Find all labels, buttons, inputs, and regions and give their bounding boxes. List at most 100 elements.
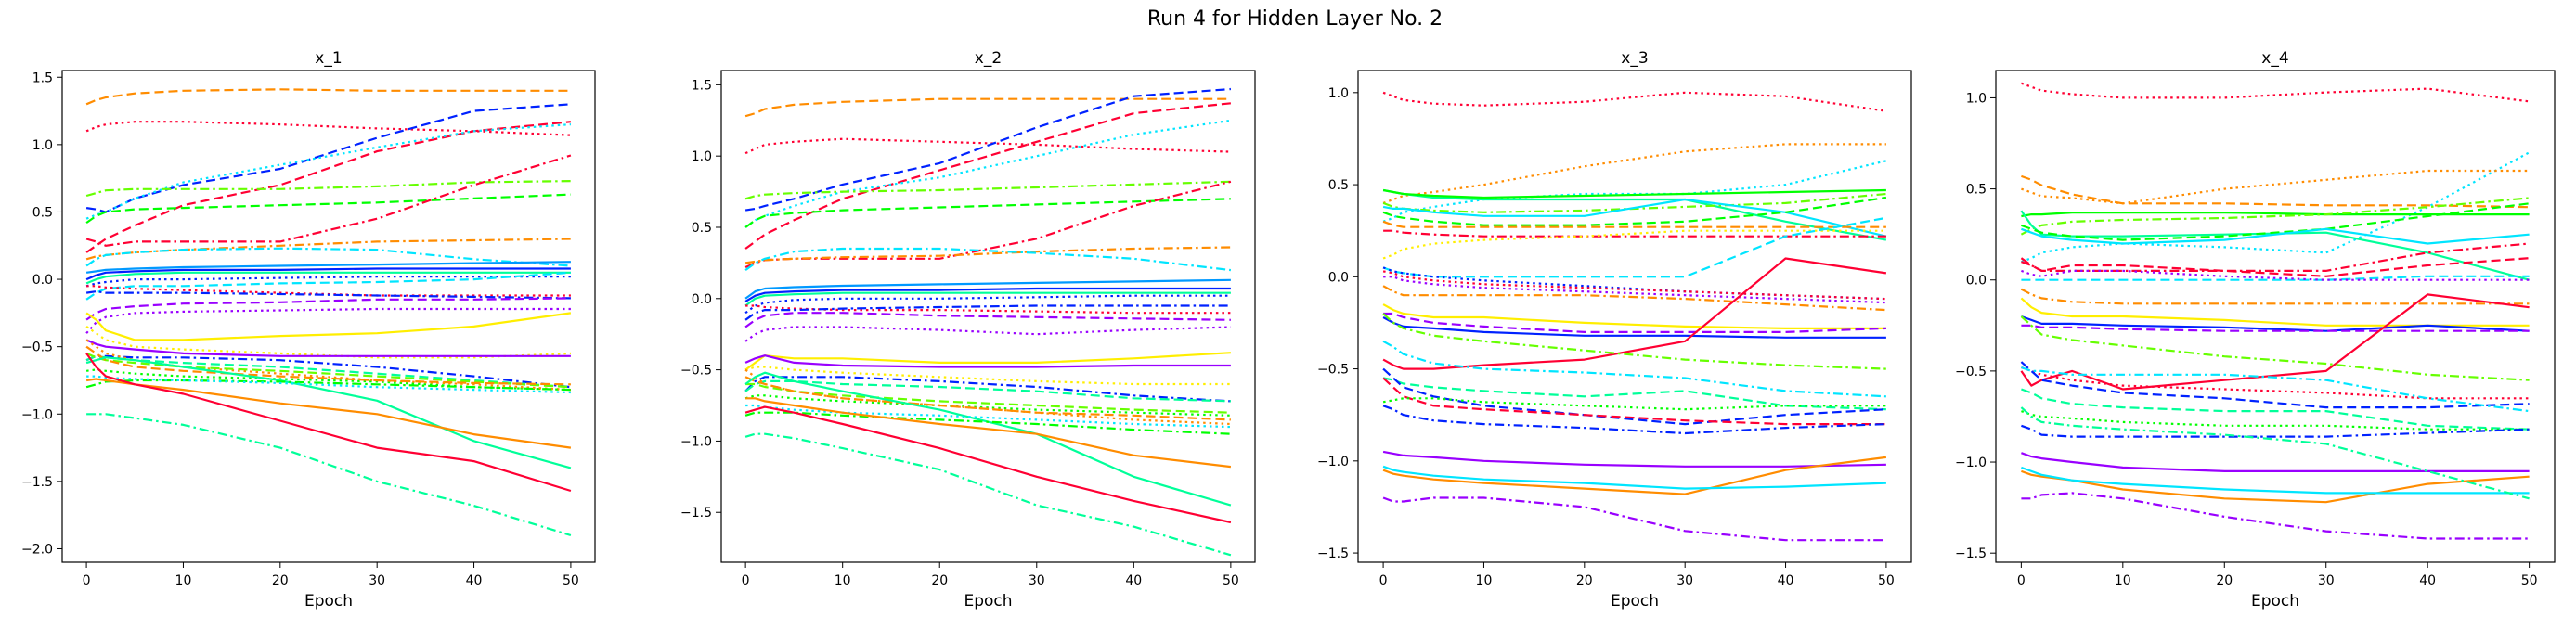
subplot-title: x_1 [315,49,342,68]
series-line-31 [745,397,1232,469]
series-line-32 [85,378,572,449]
series-line-28 [85,345,571,386]
y-tick-label: 1.0 [692,149,712,164]
x-tick-label: 20 [2216,573,2233,588]
series-line-8 [2021,202,2530,241]
series-line-18 [2020,293,2530,391]
series-line-13 [2021,269,2530,281]
series-line-7 [744,198,1231,228]
series-line-20 [1382,257,1887,370]
series-line-30 [1382,465,1886,490]
series-line-3 [85,103,571,213]
x-tick-label: 50 [2521,573,2538,588]
series-line-11 [2021,257,2530,277]
axes-frame [720,70,1256,563]
x-axis-label: Epoch [304,592,353,611]
series-line-22 [2021,388,2530,431]
y-tick-label: 0.0 [1328,270,1349,285]
series-line-22 [1382,340,1886,398]
subplots: 0 10 20 30 40 50 −2.0 −1.5 −1.0 −0.5 0.0 0.5 1.0 1.5 x… [21,49,2556,611]
y-tick-label: −1.0 [1955,456,1987,470]
series-line-2 [1382,143,1886,204]
axes-frame [1995,70,2556,563]
series-line-14 [85,276,571,288]
y-tick-label: 1.0 [1328,86,1349,101]
series-line-13 [85,271,571,285]
series-line-11 [744,278,1231,300]
series-line-12 [744,287,1231,302]
x-tick-label: 10 [2115,573,2131,588]
series-line-12 [85,267,571,281]
series-line-20 [85,312,572,341]
series-line-5 [2021,212,2530,218]
series-line-32 [744,405,1232,524]
series-line-10 [85,247,571,267]
series-line-24 [2021,410,2530,431]
y-tick-label: −0.5 [1955,365,1987,379]
series-line-1 [744,97,1231,118]
series-line-29 [2020,406,2530,500]
y-tick-label: −0.5 [21,341,53,355]
y-tick-label: 0.0 [692,292,712,307]
y-tick-label: −2.0 [21,542,53,557]
series-line-17 [1382,303,1886,329]
series-line-33 [744,432,1232,557]
x-tick-label: 40 [466,573,483,588]
y-tick-label: −0.5 [1317,363,1349,378]
x-tick-label: 30 [1029,573,1045,588]
series-line-4 [744,102,1232,250]
series-line-18 [1383,312,1886,333]
series-line-7 [85,193,571,225]
series-line-19 [1382,316,1886,339]
x-tick-label: 50 [1223,573,1239,588]
subplot-title: x_3 [1621,49,1648,68]
series-line-9 [2021,227,2530,245]
series-line-24 [744,394,1231,417]
series-line-15 [85,271,571,301]
x-tick-label: 10 [175,573,192,588]
series-line-20 [2021,366,2530,400]
y-tick-label: 1.0 [1966,91,1987,106]
y-tick-label: −1.0 [21,407,53,422]
series-line-24 [1382,367,1886,426]
series-line-29 [1382,456,1887,495]
series-line-9 [744,246,1231,264]
series-line-26 [745,382,1231,414]
x-tick-label: 20 [931,573,948,588]
series-line-20 [744,366,1231,386]
y-tick-label: 1.0 [32,138,53,153]
series-line-21 [2020,361,2530,409]
x-tick-label: 0 [83,573,91,588]
series-line-30 [2021,492,2530,540]
series-line-7 [2020,210,2530,281]
series-line-6 [85,180,571,198]
series-line-21 [1382,313,1886,370]
y-tick-label: 0.5 [692,221,712,236]
x-tick-label: 50 [563,573,579,588]
series-line-1 [1382,91,1887,112]
y-tick-label: −1.5 [680,506,712,521]
series-line-17 [85,290,571,300]
series-line-14 [2020,288,2530,305]
series-line-4 [2021,169,2530,205]
x-tick-label: 30 [369,573,385,588]
series-line-13 [744,291,1231,307]
series-line-18 [85,297,571,321]
subplot-x_2: 0 10 20 30 40 50 −1.5 −1.0 −0.5 0.0 0.5 1.0 1.5 x_2 Ep… [680,49,1256,611]
series-line-31 [86,375,571,394]
series-line-6 [1382,192,1887,213]
series-line-19 [85,307,571,334]
series-group [2020,82,2531,540]
series-line-23 [1382,377,1886,411]
y-tick-label: −1.5 [1955,546,1987,561]
x-axis-label: Epoch [964,592,1012,611]
series-line-3 [744,87,1231,212]
series-line-19 [2020,315,2530,381]
series-line-24 [85,354,571,389]
series-line-1 [2021,82,2530,103]
x-tick-label: 10 [835,573,851,588]
x-tick-label: 0 [742,573,750,588]
series-line-8 [744,180,1232,269]
